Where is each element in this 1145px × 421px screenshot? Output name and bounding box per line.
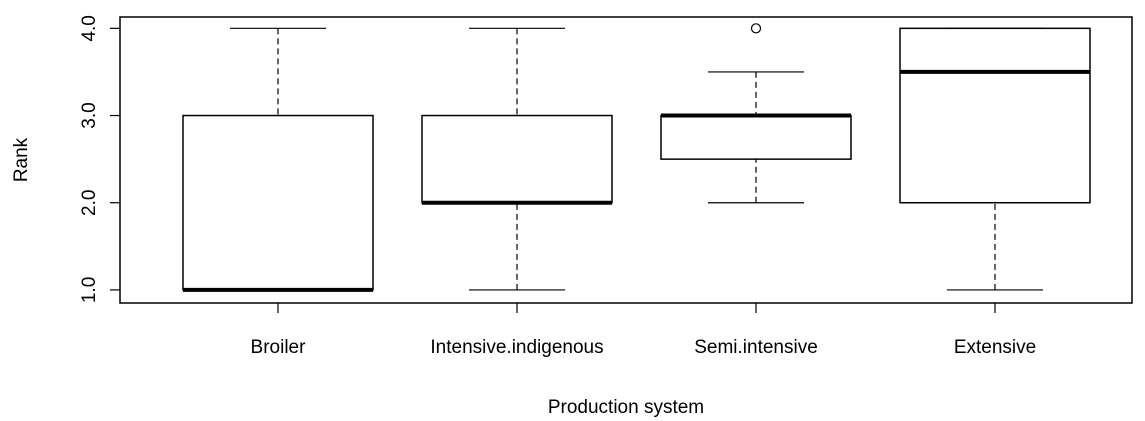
x-tick-label: Broiler — [251, 337, 307, 358]
y-axis-title: Rank — [11, 137, 32, 182]
y-tick-label: 1.0 — [79, 277, 100, 303]
x-tick-label: Intensive.indigenous — [430, 337, 603, 358]
y-tick-label: 4.0 — [79, 15, 100, 41]
box — [182, 114, 374, 291]
x-tick-label: Extensive — [954, 337, 1036, 358]
box — [421, 114, 613, 204]
y-tick-label: 3.0 — [79, 102, 100, 128]
box — [899, 27, 1091, 204]
box — [660, 114, 852, 160]
outlier — [750, 23, 762, 34]
x-tick-label: Semi.intensive — [694, 337, 818, 358]
x-axis-title: Production system — [548, 397, 704, 418]
y-tick-label: 2.0 — [79, 190, 100, 216]
